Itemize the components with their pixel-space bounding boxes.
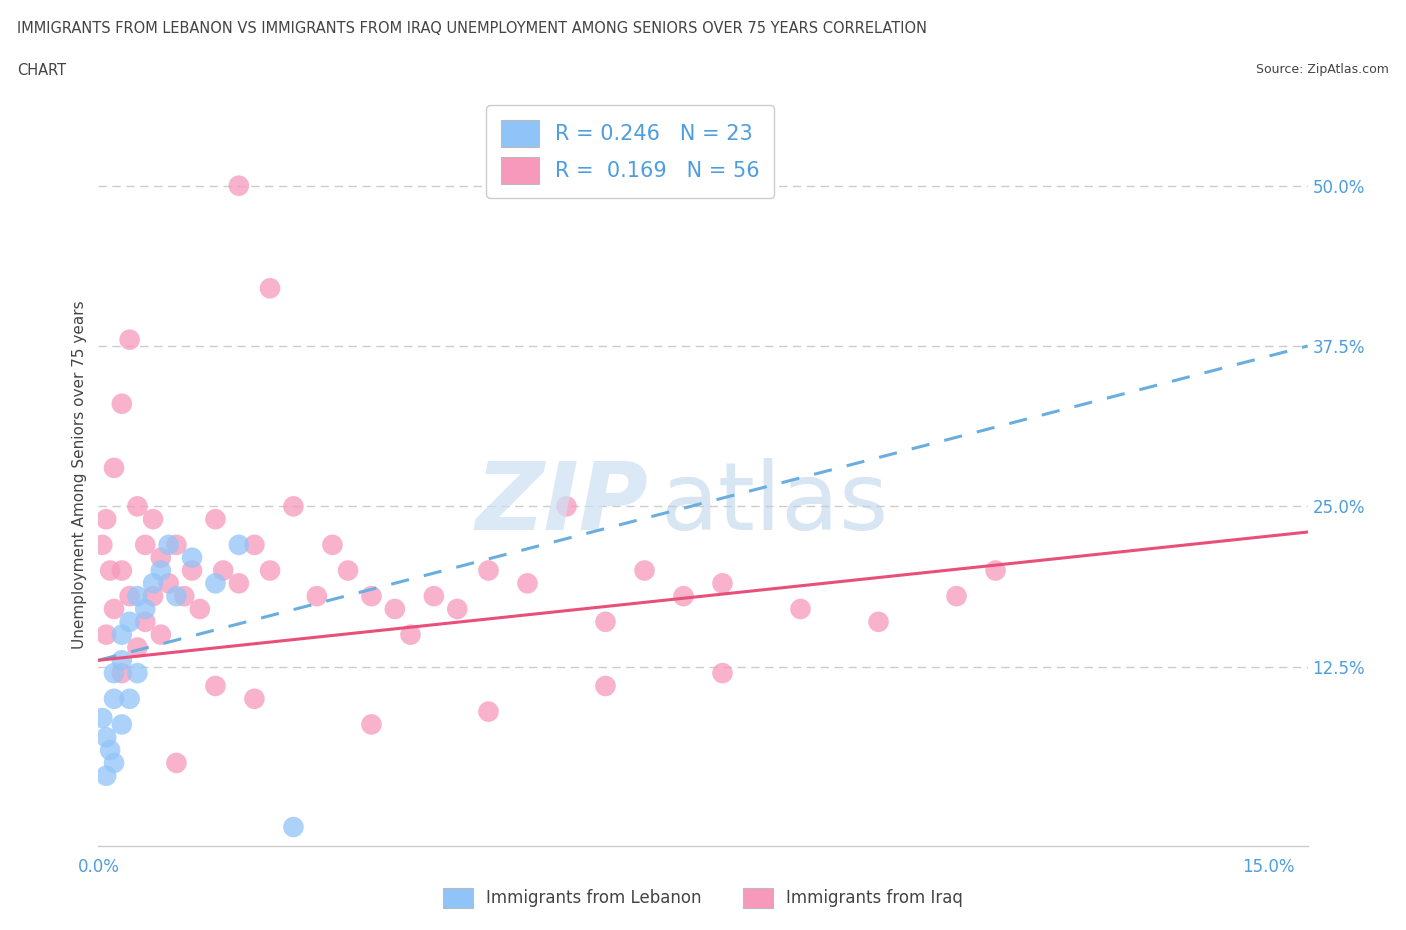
Point [111, 563, 134, 578]
Point [142, 589, 165, 604]
Point [157, 538, 180, 552]
Point [181, 563, 204, 578]
Point [243, 538, 266, 552]
Point [633, 563, 655, 578]
Point [103, 460, 125, 475]
Point [165, 755, 187, 770]
Point [134, 538, 156, 552]
Point [283, 498, 305, 513]
Text: CHART: CHART [17, 63, 66, 78]
Text: Source: ZipAtlas.com: Source: ZipAtlas.com [1256, 63, 1389, 76]
Point [96, 730, 118, 745]
Point [111, 717, 134, 732]
Point [672, 589, 695, 604]
Point [149, 627, 172, 642]
Point [337, 563, 360, 578]
Point [149, 563, 172, 578]
Point [360, 589, 382, 604]
Point [118, 691, 141, 706]
Point [446, 602, 468, 617]
Point [142, 576, 165, 591]
Point [165, 589, 187, 604]
Point [127, 498, 149, 513]
Point [96, 768, 118, 783]
Point [305, 589, 328, 604]
Point [360, 717, 382, 732]
Point [127, 640, 149, 655]
Point [243, 691, 266, 706]
Point [868, 615, 890, 630]
Point [259, 281, 281, 296]
Point [134, 615, 156, 630]
Point [516, 576, 538, 591]
Point [98, 563, 121, 578]
Point [165, 538, 187, 552]
Point [103, 691, 125, 706]
Text: atlas: atlas [661, 458, 889, 550]
Point [173, 589, 195, 604]
Point [91, 711, 114, 725]
Point [477, 704, 499, 719]
Point [103, 755, 125, 770]
Point [111, 627, 134, 642]
Point [127, 589, 149, 604]
Point [188, 602, 211, 617]
Text: IMMIGRANTS FROM LEBANON VS IMMIGRANTS FROM IRAQ UNEMPLOYMENT AMONG SENIORS OVER : IMMIGRANTS FROM LEBANON VS IMMIGRANTS FR… [17, 21, 927, 36]
Point [111, 653, 134, 668]
Point [984, 563, 1007, 578]
Point [118, 589, 141, 604]
Point [103, 666, 125, 681]
Point [228, 576, 250, 591]
Point [595, 615, 617, 630]
Point [228, 538, 250, 552]
Point [127, 666, 149, 681]
Point [711, 666, 734, 681]
Point [945, 589, 967, 604]
Point [118, 332, 141, 347]
Legend: R = 0.246   N = 23, R =  0.169   N = 56: R = 0.246 N = 23, R = 0.169 N = 56 [486, 105, 775, 198]
Point [103, 602, 125, 617]
Point [118, 615, 141, 630]
Point [555, 498, 578, 513]
Point [228, 179, 250, 193]
Point [98, 743, 121, 758]
Point [477, 563, 499, 578]
Y-axis label: Unemployment Among Seniors over 75 years: Unemployment Among Seniors over 75 years [72, 300, 87, 648]
Point [111, 666, 134, 681]
Point [111, 396, 134, 411]
Legend: Immigrants from Lebanon, Immigrants from Iraq: Immigrants from Lebanon, Immigrants from… [436, 882, 970, 914]
Point [384, 602, 406, 617]
Point [204, 512, 226, 526]
Point [91, 538, 114, 552]
Text: ZIP: ZIP [475, 458, 648, 550]
Point [204, 576, 226, 591]
Point [142, 512, 165, 526]
Point [789, 602, 811, 617]
Point [212, 563, 235, 578]
Point [96, 512, 118, 526]
Point [157, 576, 180, 591]
Point [259, 563, 281, 578]
Point [149, 551, 172, 565]
Point [711, 576, 734, 591]
Point [181, 551, 204, 565]
Point [321, 538, 343, 552]
Point [283, 819, 305, 834]
Point [399, 627, 422, 642]
Point [134, 602, 156, 617]
Point [595, 679, 617, 694]
Point [423, 589, 446, 604]
Point [96, 627, 118, 642]
Point [204, 679, 226, 694]
